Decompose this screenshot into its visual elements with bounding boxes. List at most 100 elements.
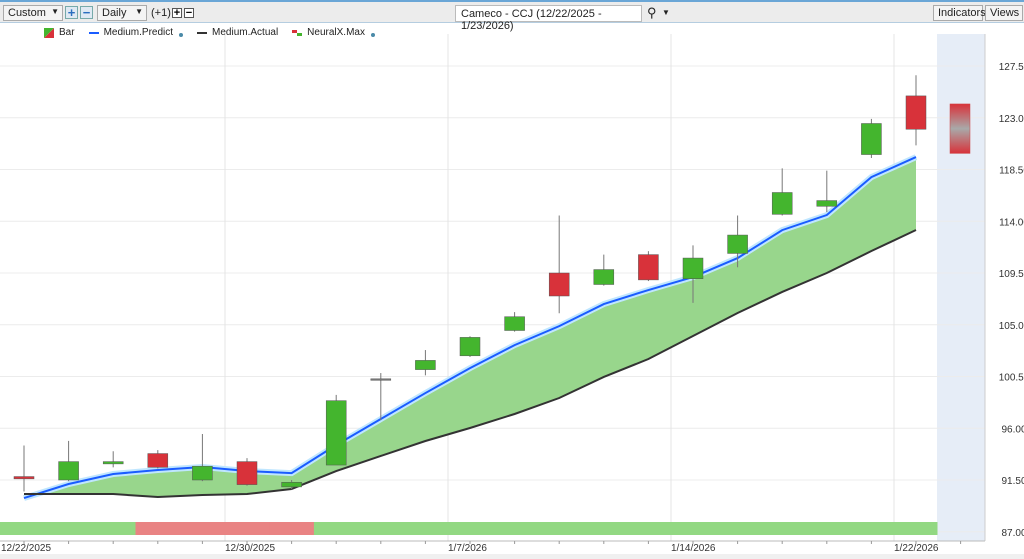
candle-body <box>147 453 169 468</box>
candle <box>548 215 570 314</box>
candle-body <box>325 400 347 466</box>
candle-body <box>905 95 927 130</box>
y-tick-label: 118.50 <box>999 166 1024 177</box>
candle <box>236 458 258 486</box>
candle <box>102 451 124 468</box>
search-icon[interactable]: ⚲ <box>647 5 657 20</box>
medium-predict-line <box>23 156 917 500</box>
offset-label: (+1) <box>151 7 171 19</box>
candle <box>325 394 347 466</box>
legend-label: Medium.Actual <box>212 27 279 38</box>
candle-body <box>682 257 704 279</box>
y-tick-label: 114.00 <box>999 217 1024 228</box>
y-tick-label: 87.00 <box>1001 528 1024 539</box>
candle-body <box>13 476 35 480</box>
candle <box>593 254 615 286</box>
legend-medium-predict: Medium.Predict <box>88 27 184 38</box>
candle <box>727 215 748 268</box>
candle-body <box>192 465 213 481</box>
candle-body <box>415 360 436 370</box>
legend-label: Medium.Predict <box>103 27 174 38</box>
signal-segment <box>447 522 493 535</box>
candle-body <box>504 316 525 331</box>
signal-segment <box>90 522 136 535</box>
signal-segment <box>626 522 672 535</box>
offset-decrease-button[interactable]: − <box>184 7 194 19</box>
candle-body <box>459 337 481 357</box>
zoom-in-button[interactable]: + <box>65 6 78 19</box>
zoom-out-button[interactable]: − <box>80 6 93 19</box>
candle-body <box>102 461 124 465</box>
candle <box>459 336 481 357</box>
candle-body <box>548 272 570 297</box>
candle-body <box>370 378 392 381</box>
signal-segment <box>715 522 761 535</box>
signal-segment <box>670 522 716 535</box>
indicators-label: Indicators <box>938 7 986 19</box>
signal-segment <box>180 522 226 535</box>
signal-segment <box>492 522 538 535</box>
y-tick-label: 100.50 <box>999 373 1024 384</box>
signal-segment <box>581 522 627 535</box>
candle <box>13 445 35 492</box>
candle <box>370 373 392 421</box>
candle <box>58 440 79 482</box>
signal-segment <box>269 522 315 535</box>
candle-body <box>816 200 838 207</box>
x-tick-label: 1/7/2026 <box>448 543 487 554</box>
settings-dot-icon[interactable] <box>370 33 375 37</box>
x-tick-label: 1/22/2026 <box>894 543 939 554</box>
settings-dot-icon[interactable] <box>179 33 184 37</box>
signal-segment <box>759 522 805 535</box>
signal-segment <box>135 522 181 535</box>
interval-select-value: Daily <box>102 7 127 19</box>
candle-body <box>861 123 882 155</box>
signal-segment <box>804 522 850 535</box>
chevron-down-icon: ▼ <box>135 7 143 16</box>
candle-body <box>236 461 258 485</box>
y-tick-label: 127.50 <box>999 62 1024 73</box>
signal-segment <box>403 522 449 535</box>
status-strip <box>0 554 1024 559</box>
candle-body <box>593 269 615 285</box>
y-tick-label: 105.00 <box>999 321 1024 332</box>
candle <box>861 118 882 158</box>
signal-segment <box>0 522 47 535</box>
chevron-down-icon: ▼ <box>51 7 59 16</box>
legend-medium-actual: Medium.Actual <box>197 27 278 38</box>
candle-body <box>58 461 79 481</box>
legend-neuralx-max: NeuralX.Max <box>292 27 375 38</box>
y-tick-label: 91.50 <box>1001 476 1024 487</box>
views-label: Views <box>990 7 1020 19</box>
candle <box>638 251 659 282</box>
legend-label: Bar <box>59 27 75 38</box>
legend: Bar Medium.Predict Medium.Actual NeuralX… <box>44 27 375 38</box>
candle-body <box>771 192 793 215</box>
signal-segment <box>313 522 359 535</box>
signal-segment <box>849 522 895 535</box>
offset-increase-button[interactable]: + <box>172 7 182 19</box>
period-select[interactable]: Custom ▼ <box>3 5 63 21</box>
signal-segment <box>536 522 582 535</box>
candle <box>771 168 793 216</box>
y-tick-label: 96.00 <box>1001 424 1024 435</box>
interval-select[interactable]: Daily ▼ <box>97 5 147 21</box>
candle-body <box>638 254 659 281</box>
x-tick-label: 12/30/2025 <box>225 543 275 554</box>
y-tick-label: 123.00 <box>999 114 1024 125</box>
legend-label: NeuralX.Max <box>307 27 365 38</box>
period-select-value: Custom <box>8 7 46 19</box>
candle <box>504 312 525 332</box>
x-tick-label: 12/22/2025 <box>1 543 51 554</box>
views-button[interactable]: Views <box>985 5 1023 21</box>
y-tick-label: 109.50 <box>999 269 1024 280</box>
medium-actual-line <box>24 229 917 499</box>
candle <box>905 75 927 146</box>
toolbar: Custom ▼ + − Daily ▼ (+1) + − Cameco - CCJ… <box>0 0 1024 32</box>
forecast-candle <box>949 103 971 154</box>
signal-segment <box>358 522 404 535</box>
symbol-title-input[interactable]: Cameco - CCJ (12/22/2025 - 1/23/2026) <box>455 5 642 32</box>
indicators-button[interactable]: Indicators <box>933 5 986 21</box>
chevron-down-icon[interactable]: ▼ <box>662 8 670 17</box>
